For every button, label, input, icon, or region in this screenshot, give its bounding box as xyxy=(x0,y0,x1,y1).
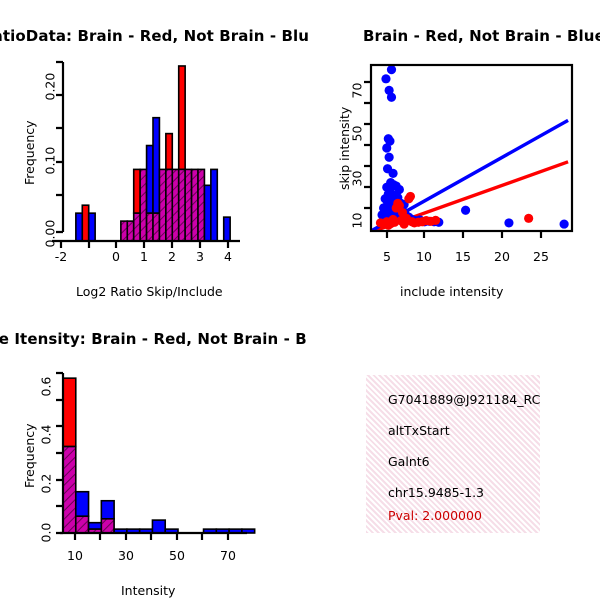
intensity-histogram-bars xyxy=(62,377,256,534)
scatter-xtick-0: 5 xyxy=(383,249,391,264)
scatter-xtick-2: 15 xyxy=(455,249,471,264)
intensity-histogram-title: ne Itensity: Brain - Red, Not Brain - B xyxy=(0,330,307,348)
ratio-histogram-xtick-4: 3 xyxy=(196,249,204,264)
intensity-histogram-xtick-1: 30 xyxy=(118,548,134,563)
ratio-histogram-xlabel: Log2 Ratio Skip/Include xyxy=(76,284,223,299)
ratio-histogram-xtick-0: -2 xyxy=(54,249,68,264)
scatter-xtick-3: 20 xyxy=(494,249,510,264)
ratio-histogram-plot xyxy=(52,60,240,248)
info-pval: Pval: 2.000000 xyxy=(388,508,482,523)
scatter-plot xyxy=(364,63,574,238)
ratio-histogram-title: RatioData: Brain - Red, Not Brain - Blu xyxy=(0,27,310,45)
ratio-histogram-xtick-3: 2 xyxy=(168,249,176,264)
scatter-axes xyxy=(364,63,574,238)
info-event-id: G7041889@J921184_RC xyxy=(388,392,541,407)
ratio-histogram-xtick-5: 4 xyxy=(224,249,232,264)
intensity-histogram-xtick-2: 50 xyxy=(169,548,185,563)
ratio-histogram-axes xyxy=(52,60,240,248)
scatter-xtick-1: 10 xyxy=(416,249,432,264)
ratio-histogram-xtick-2: 1 xyxy=(140,249,148,264)
info-event-type: altTxStart xyxy=(388,423,450,438)
ratio-histogram-xtick-1: 0 xyxy=(112,249,120,264)
intensity-histogram-xtick-0: 10 xyxy=(67,548,83,563)
scatter-title: Brain - Red, Not Brain - Blue xyxy=(363,27,600,45)
scatter-points xyxy=(375,65,569,230)
intensity-histogram-plot xyxy=(56,371,256,540)
scatter-xlabel: include intensity xyxy=(400,284,504,299)
intensity-histogram-axes xyxy=(56,371,247,540)
scatter-xtick-4: 25 xyxy=(533,249,549,264)
intensity-histogram-xtick-3: 70 xyxy=(220,548,236,563)
event-info-panel: G7041889@J921184_RC altTxStart Galnt6 ch… xyxy=(366,375,540,533)
info-gene-name: Galnt6 xyxy=(388,454,430,469)
info-coordinates: chr15.9485-1.3 xyxy=(388,485,485,500)
intensity-histogram-xlabel: Intensity xyxy=(121,583,176,598)
ratio-histogram-bars xyxy=(75,65,231,242)
